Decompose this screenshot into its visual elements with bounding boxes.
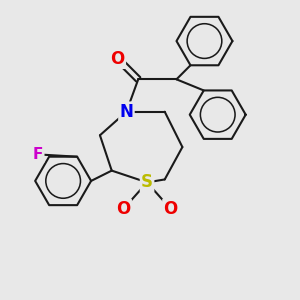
Text: S: S — [141, 173, 153, 191]
Text: O: O — [110, 50, 125, 68]
Text: O: O — [164, 200, 178, 218]
Text: O: O — [116, 200, 130, 218]
Text: F: F — [33, 147, 43, 162]
Text: N: N — [119, 103, 134, 121]
